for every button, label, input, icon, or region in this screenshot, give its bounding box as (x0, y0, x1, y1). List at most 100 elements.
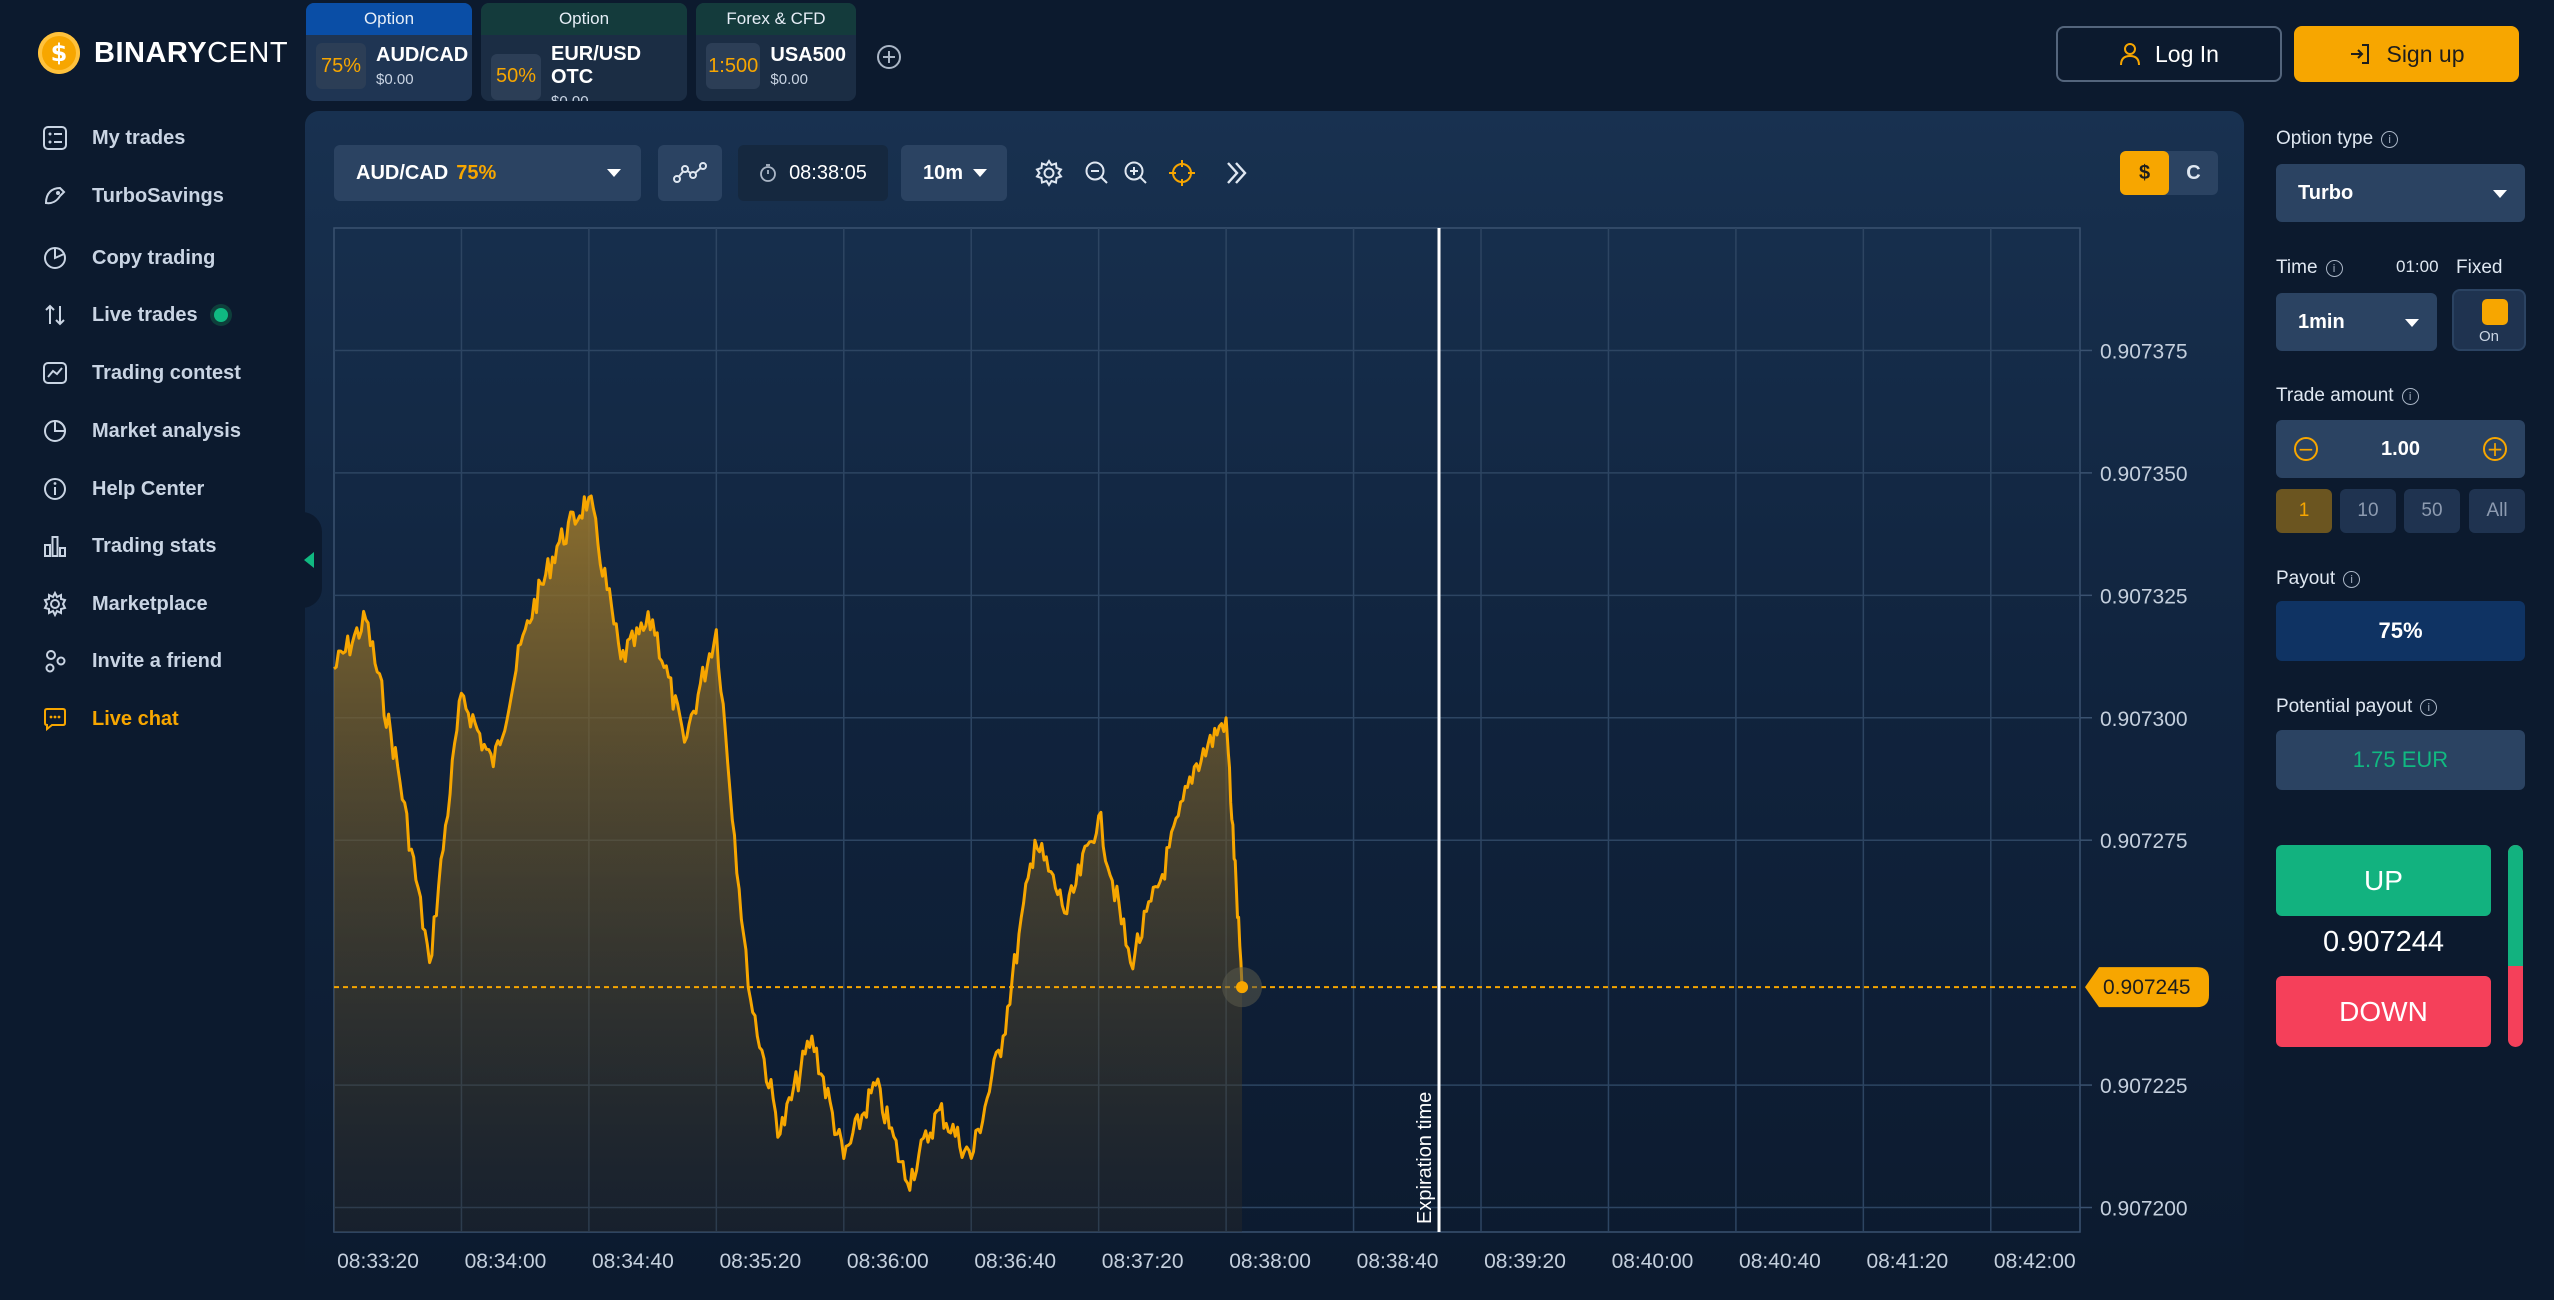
y-tick-label: 0.907325 (2100, 585, 2188, 608)
user-icon (2120, 43, 2141, 66)
scroll-to-end-icon[interactable] (1220, 156, 1254, 190)
currency-cent[interactable]: C (2186, 161, 2201, 184)
login-button[interactable]: Log In (2056, 26, 2282, 82)
timeframe-value: 10m (923, 161, 964, 184)
sidebar-item-live-chat[interactable]: Live chat (40, 699, 179, 739)
sidebar-item-my-trades[interactable]: My trades (40, 118, 185, 158)
up-button[interactable]: UP (2276, 845, 2491, 916)
zoom-in-icon[interactable] (1119, 156, 1153, 190)
chart-type-button[interactable] (658, 145, 722, 201)
trade-amount-label: Trade amount i (2276, 385, 2419, 407)
sentiment-bar (2508, 845, 2523, 1047)
trade-amount-value[interactable]: 1.00 (2381, 437, 2420, 460)
sidebar-item-trading-stats[interactable]: Trading stats (40, 526, 216, 566)
gear-icon (43, 590, 67, 618)
x-tick-label: 08:35:20 (719, 1250, 801, 1273)
live-trades-icon (45, 304, 65, 326)
chevron-down-icon (2493, 190, 2507, 198)
y-tick-label: 0.907375 (2100, 340, 2188, 363)
sidebar-item-turbosavings[interactable]: TurboSavings (40, 176, 224, 216)
logo[interactable]: $ BINARYCENT (38, 32, 288, 74)
sidebar-item-label: Copy trading (92, 246, 216, 269)
x-tick-label: 08:41:20 (1866, 1250, 1948, 1273)
sidebar-item-market-analysis[interactable]: Market analysis (40, 411, 241, 451)
sidebar-item-help-center[interactable]: Help Center (40, 469, 204, 509)
y-tick-label: 0.907300 (2100, 708, 2188, 731)
currency-toggle[interactable]: $ C (2120, 151, 2218, 195)
signup-label: Sign up (2386, 40, 2465, 67)
sidebar-item-live-trades[interactable]: Live trades (40, 295, 228, 335)
option-type-label: Option type i (2276, 128, 2399, 150)
x-tick-label: 08:42:00 (1994, 1250, 2076, 1273)
invite-icon (45, 650, 66, 673)
price-line (333, 494, 1244, 1192)
asset-select[interactable]: AUD/CAD 75% (334, 145, 641, 201)
asset-tab-eur-usd-otc[interactable]: Option 50% EUR/USD OTC $0.00 (481, 3, 687, 101)
y-tick-label: 0.907200 (2100, 1198, 2188, 1221)
trade-amount-stepper[interactable]: − 1.00 + (2276, 420, 2525, 478)
collapse-sidebar-button[interactable] (290, 512, 322, 608)
option-type-value: Turbo (2298, 181, 2354, 204)
potential-payout-value: 1.75 EUR (2276, 730, 2525, 790)
asset-name: AUD/CAD (376, 44, 469, 66)
quick-amount-1[interactable]: 1 (2276, 489, 2332, 533)
signup-button[interactable]: Sign up (2294, 26, 2519, 82)
stopwatch-icon (760, 164, 776, 182)
asset-tab-usa500[interactable]: Forex & CFD 1:500 USA500 $0.00 (696, 3, 856, 101)
minus-icon[interactable]: − (2294, 437, 2318, 461)
time-remaining: 01:00 (2396, 257, 2439, 276)
x-tick-label: 08:39:20 (1484, 1250, 1566, 1273)
x-axis: 08:33:20 08:34:00 08:34:40 08:35:20 08:36:00… (337, 1250, 2076, 1273)
bar-chart-icon (44, 536, 66, 557)
clock-time: 08:38:05 (789, 161, 867, 184)
settings-gear-icon[interactable] (1032, 156, 1066, 190)
sidebar-item-trading-contest[interactable]: Trading contest (40, 353, 241, 393)
sidebar-item-label: Trading stats (92, 534, 217, 557)
fixed-time-toggle[interactable]: On (2452, 289, 2526, 351)
sidebar-item-copy-trading[interactable]: Copy trading (40, 238, 215, 278)
x-tick-label: 08:36:00 (847, 1250, 929, 1273)
trades-icon (43, 126, 67, 150)
asset-name: EUR/USD OTC (551, 43, 642, 88)
add-tab-icon[interactable] (876, 44, 902, 70)
current-price: 0.907244 (2323, 926, 2444, 958)
sidebar-item-invite-a-friend[interactable]: Invite a friend (40, 641, 222, 681)
sidebar-item-marketplace[interactable]: Marketplace (40, 584, 208, 624)
toggle-state: On (2478, 328, 2499, 345)
payout-value: 75% (2276, 601, 2525, 661)
toggle-knob (2482, 299, 2508, 325)
asset-category: Forex & CFD (696, 3, 856, 35)
currency-dollar[interactable]: $ (2120, 151, 2169, 195)
turbosavings-icon (44, 186, 66, 205)
y-tick-label: 0.907350 (2100, 463, 2188, 486)
quick-amount-10[interactable]: 10 (2340, 489, 2396, 533)
info-icon: i (2420, 698, 2438, 716)
x-tick-label: 08:36:40 (974, 1250, 1056, 1273)
plus-icon[interactable]: + (2483, 437, 2507, 461)
sidebar-item-label: Help Center (92, 477, 205, 500)
y-axis: 0.907375 0.907350 0.907325 0.907300 0.907275… (2100, 340, 2188, 1220)
down-button[interactable]: DOWN (2276, 976, 2491, 1047)
quick-amount-50[interactable]: 50 (2404, 489, 2460, 533)
asset-category: Option (306, 3, 472, 35)
time-select[interactable]: 1min (2276, 293, 2437, 351)
timeframe-select[interactable]: 10m (901, 145, 1007, 201)
crosshair-icon[interactable] (1165, 156, 1199, 190)
sidebar-item-label: Market analysis (92, 419, 241, 442)
zoom-out-icon[interactable] (1080, 156, 1114, 190)
leverage-chip: 1:500 (706, 43, 761, 89)
sidebar-item-label: TurboSavings (92, 184, 224, 207)
current-price-tag (2085, 967, 2209, 1008)
asset-tab-aud-cad[interactable]: Option 75% AUD/CAD $0.00 (306, 3, 472, 101)
server-clock: 08:38:05 (738, 145, 888, 201)
payout-chip: 75% (316, 43, 366, 89)
sidebar-item-label: My trades (92, 126, 186, 149)
quick-amount-all[interactable]: All (2469, 489, 2525, 533)
y-tick-label: 0.907225 (2100, 1075, 2188, 1098)
option-type-select[interactable]: Turbo (2276, 164, 2525, 222)
chat-icon (44, 708, 66, 732)
sidebar-item-label: Trading contest (92, 361, 241, 384)
live-indicator (213, 308, 228, 322)
sidebar-item-label: Invite a friend (92, 649, 223, 672)
